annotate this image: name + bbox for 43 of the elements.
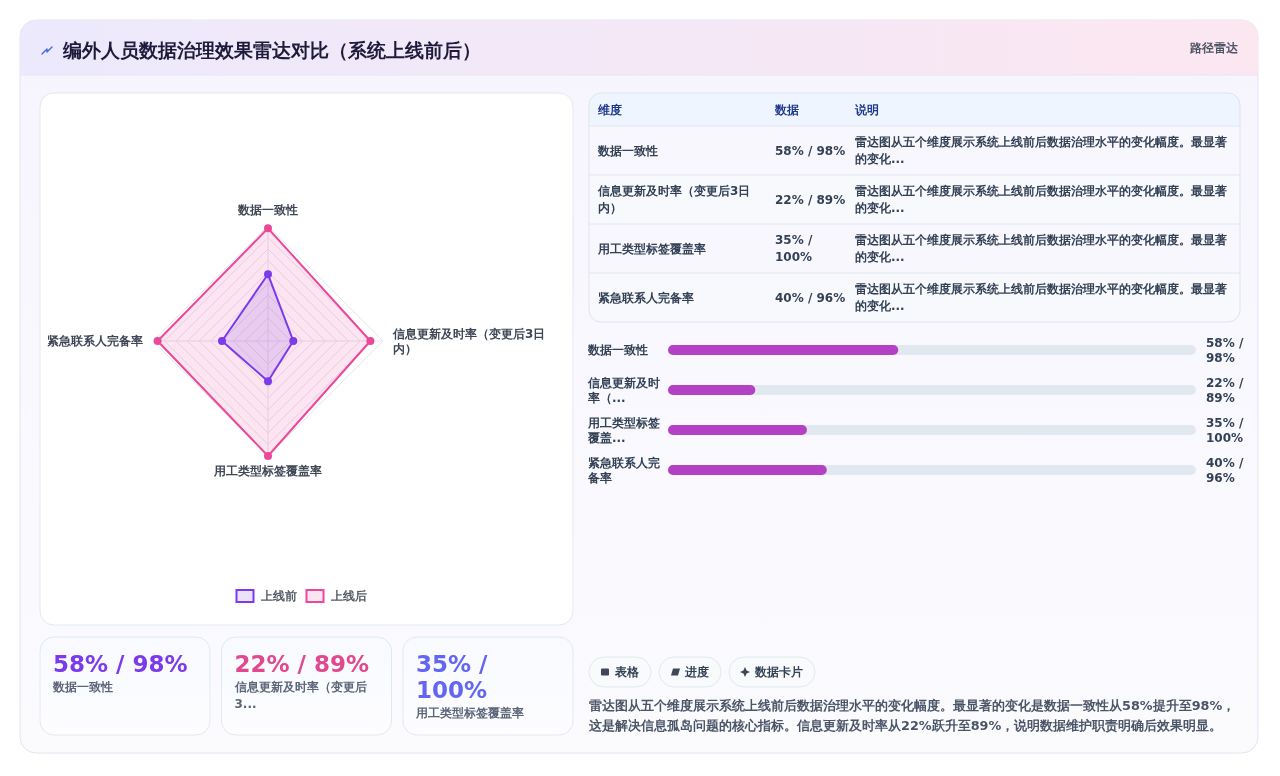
legend-label: 上线前 bbox=[259, 589, 297, 603]
y-tick-label: 用工类型标签覆盖... bbox=[587, 415, 660, 445]
spoke-label: 用工类型标签覆盖率 bbox=[213, 464, 322, 478]
text: 雷达图从五个维度展示系统上线前后数据治理水平的变化幅度。最显著的变化... bbox=[855, 282, 1227, 313]
data-label: 58% / 98% bbox=[1206, 335, 1244, 365]
category-label: 说明 bbox=[854, 102, 879, 117]
y-tick-label: 信息更新及时率（... bbox=[587, 375, 660, 405]
text: 雷达图从五个维度展示系统上线前后数据治理水平的变化幅度。最显著的变化... bbox=[855, 184, 1227, 215]
bar bbox=[668, 385, 756, 395]
bar bbox=[668, 425, 807, 435]
text: 雷达图从五个维度展示系统上线前后数据治理水平的变化幅度。最显著的变化... bbox=[855, 135, 1227, 166]
category-label: 用工类型标签覆盖率 bbox=[415, 706, 524, 720]
category-label: 信息更新及时率（变更后3... bbox=[233, 680, 367, 711]
text: 58% / 98% bbox=[775, 143, 846, 158]
text: 35% / 100% bbox=[775, 233, 813, 264]
category-label: 数据一致性 bbox=[52, 680, 113, 694]
data-label: 40% / 96% bbox=[1206, 455, 1244, 485]
data-label: 22% / 89% bbox=[1206, 375, 1244, 405]
text: 信息更新及时率（变更后3日内） bbox=[598, 184, 751, 215]
text: 22% / 89% bbox=[234, 651, 370, 677]
category-label: 维度 bbox=[597, 102, 622, 117]
text: 雷达图从五个维度展示系统上线前后数据治理水平的变化幅度。最显著的变化... bbox=[855, 233, 1227, 264]
spoke-label: 数据一致性 bbox=[237, 203, 298, 217]
category-label: 表格 bbox=[614, 665, 640, 679]
legend-label: 上线后 bbox=[329, 589, 367, 603]
spoke-label: 紧急联系人完备率 bbox=[47, 334, 143, 348]
text: 58% / 98% bbox=[53, 651, 188, 677]
text: 40% / 96% bbox=[775, 290, 846, 305]
text: 22% / 89% bbox=[775, 192, 846, 207]
text: 35% / 100% bbox=[416, 651, 488, 703]
bar bbox=[668, 465, 827, 475]
data-label: 35% / 100% bbox=[1206, 415, 1244, 445]
text: 用工类型标签覆盖率 bbox=[598, 241, 706, 256]
category-label: 数据卡片 bbox=[754, 665, 803, 679]
chart-title: 编外人员数据治理效果雷达对比（系统上线前后） bbox=[62, 39, 481, 61]
spoke-label: 信息更新及时率（变更后3日内） bbox=[392, 326, 546, 356]
text: 路径雷达 bbox=[1189, 41, 1239, 55]
category-label: 数据 bbox=[774, 102, 799, 117]
y-tick-label: 数据一致性 bbox=[587, 343, 648, 357]
text: 紧急联系人完备率 bbox=[598, 290, 694, 305]
category-label: 进度 bbox=[684, 665, 709, 679]
text: 雷达图从五个维度展示系统上线前后数据治理水平的变化幅度。最显著的变化是数据一致性从58%提升至98%，这是解决信息孤岛问题的核心指标。信息更新及时率从22%跃升至89%，说明数据维护职责明确后效果明显。 bbox=[588, 698, 1236, 733]
y-tick-label: 紧急联系人完备率 bbox=[587, 455, 660, 485]
